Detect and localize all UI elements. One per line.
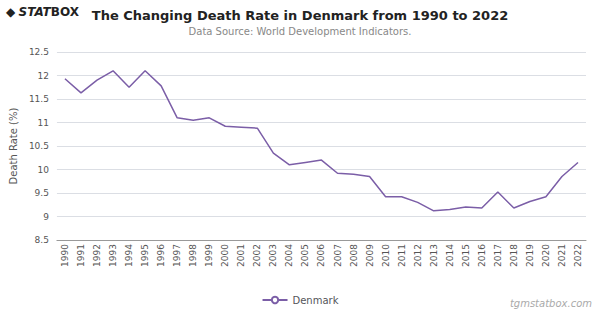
- svg-text:11.5: 11.5: [29, 94, 49, 104]
- svg-text:9: 9: [43, 212, 49, 222]
- svg-text:1998: 1998: [188, 244, 198, 267]
- svg-text:STAT: STAT: [19, 5, 52, 19]
- svg-text:10: 10: [37, 165, 49, 175]
- svg-text:2016: 2016: [477, 244, 487, 267]
- svg-text:10.5: 10.5: [29, 141, 49, 151]
- svg-text:1993: 1993: [108, 244, 118, 267]
- svg-text:Death Rate (%): Death Rate (%): [8, 107, 19, 184]
- svg-text:12.5: 12.5: [29, 47, 49, 57]
- svg-text:2015: 2015: [461, 244, 471, 267]
- svg-text:2021: 2021: [557, 244, 567, 267]
- svg-text:1997: 1997: [172, 244, 182, 267]
- svg-text:1995: 1995: [140, 244, 150, 267]
- svg-text:2004: 2004: [284, 244, 294, 267]
- svg-text:The Changing Death Rate in Den: The Changing Death Rate in Denmark from …: [92, 8, 508, 23]
- svg-text:BOX: BOX: [51, 5, 80, 19]
- svg-text:2022: 2022: [573, 244, 583, 267]
- svg-text:1990: 1990: [60, 244, 70, 267]
- svg-text:8.5: 8.5: [35, 235, 49, 245]
- svg-text:2013: 2013: [429, 244, 439, 267]
- svg-text:1996: 1996: [156, 244, 166, 267]
- svg-text:2017: 2017: [493, 244, 503, 267]
- svg-text:9.5: 9.5: [35, 188, 49, 198]
- svg-text:2019: 2019: [525, 244, 535, 267]
- svg-text:2020: 2020: [541, 244, 551, 267]
- svg-text:Data Source: World Development: Data Source: World Development Indicator…: [189, 26, 412, 37]
- svg-text:2012: 2012: [413, 244, 423, 267]
- svg-text:2010: 2010: [381, 244, 391, 267]
- svg-text:2008: 2008: [349, 244, 359, 267]
- svg-text:1994: 1994: [124, 244, 134, 267]
- svg-text:1992: 1992: [92, 244, 102, 267]
- svg-text:Denmark: Denmark: [293, 295, 339, 306]
- svg-text:2014: 2014: [445, 244, 455, 267]
- svg-text:1999: 1999: [204, 244, 214, 267]
- svg-text:2002: 2002: [252, 244, 262, 267]
- svg-text:2006: 2006: [316, 244, 326, 267]
- svg-text:1991: 1991: [76, 244, 86, 267]
- svg-text:2000: 2000: [220, 244, 230, 267]
- svg-text:2005: 2005: [300, 244, 310, 267]
- svg-text:2007: 2007: [333, 244, 343, 267]
- svg-text:2003: 2003: [268, 244, 278, 267]
- svg-text:11: 11: [37, 118, 48, 128]
- svg-text:2001: 2001: [236, 244, 246, 267]
- svg-text:2018: 2018: [509, 244, 519, 267]
- svg-text:tgmstatbox.com: tgmstatbox.com: [510, 298, 592, 309]
- svg-text:12: 12: [37, 71, 48, 81]
- svg-text:2011: 2011: [397, 244, 407, 267]
- svg-text:2009: 2009: [365, 244, 375, 267]
